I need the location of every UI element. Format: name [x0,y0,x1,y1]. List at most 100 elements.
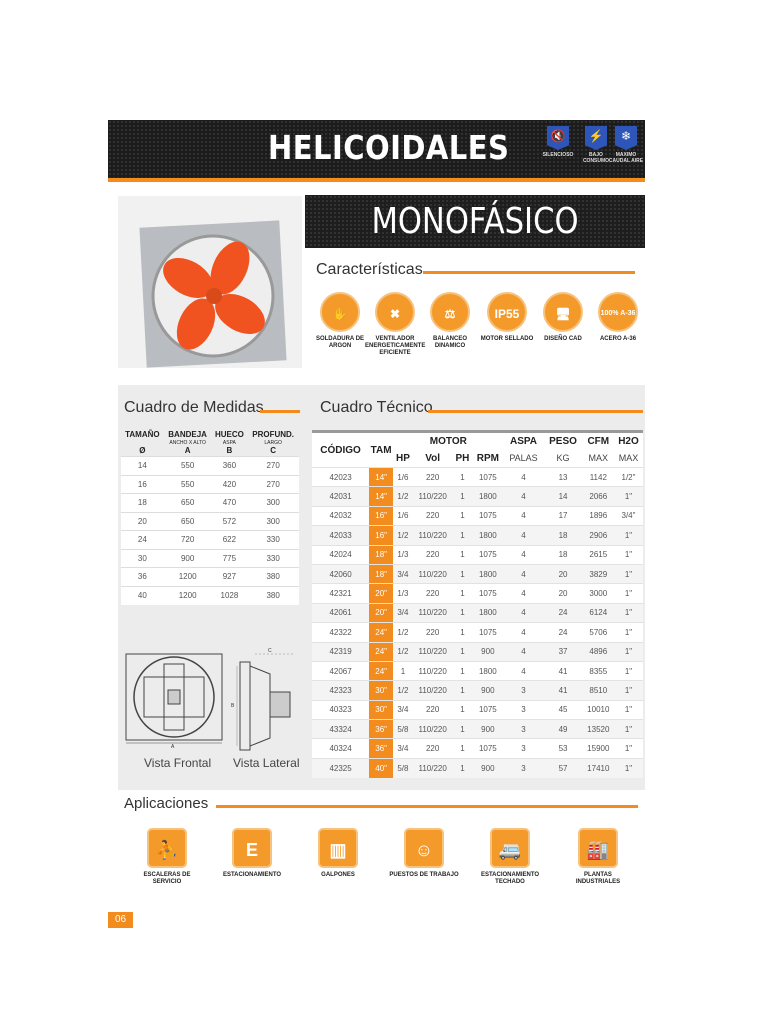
table-cell: 420 [211,474,248,494]
table-cell: 1" [613,602,643,623]
dim-b-label: B [231,703,235,709]
table-cell: 1 [452,583,473,604]
table-cell: 1" [613,563,643,584]
table-cell: 49 [543,719,583,739]
subtitle-banner: MONOFÁSICO [305,195,645,248]
table-cell: 18 [121,493,164,512]
table-cell: 1" [613,680,643,701]
table-cell: 4 [503,544,544,565]
feature-item: IP55 MOTOR SELLADO [477,292,537,343]
table-cell: 110/220 [412,486,453,507]
front-view-drawing [124,652,224,749]
table-cell: 1800 [472,660,504,681]
table-cell: 20" [369,602,394,623]
table-row: 42061 20" 3/4 110/220 1 1800 4 24 6124 1" [312,602,643,623]
table-row: 42032 16" 1/6 220 1 1075 4 17 1896 3/4" [312,505,643,526]
table-cell: 36 [121,567,164,586]
feature-icon: 100% A-36 [598,292,638,332]
table-cell: 4 [503,583,544,604]
table-cell: 1 [452,699,473,720]
table-cell: 1075 [472,583,504,604]
feature-icon: ✋ [320,292,360,332]
table-row: 16 550 420 270 [121,474,299,494]
table-cell: 42060 [312,563,370,584]
table-cell: 4 [503,486,544,507]
application-icon: ☺ [404,828,444,868]
table-cell: 550 [163,474,212,494]
table-cell: 1" [613,738,643,759]
table-cell: 30 [121,548,164,568]
table-cell: 1/2 [393,622,413,643]
table-row: 18 650 470 300 [121,493,299,512]
col-palas: PALAS [509,453,538,464]
table-row: 42319 24" 1/2 110/220 1 900 4 37 4896 1" [312,641,643,662]
table-cell: 3/4 [393,699,413,720]
table-cell: 1/6 [393,466,413,487]
col-tam: TAM [369,430,394,468]
table-cell: 24" [369,622,394,643]
feature-label: BALANCEO DINAMICO [433,336,467,349]
table-cell: 13 [543,466,583,487]
table-cell: 1/2 [393,641,413,662]
table-cell: 42032 [312,505,370,526]
table-row: 42060 18" 3/4 110/220 1 1800 4 20 3829 1" [312,563,643,584]
table-cell: 20 [543,583,583,604]
table-cell: 36" [369,719,394,739]
table-cell: 1 [452,544,473,565]
table-cell: 900 [163,548,212,568]
table-cell: 1" [613,641,643,662]
table-cell: 45 [543,699,583,720]
table-cell: 220 [412,583,453,604]
table-cell: 220 [412,738,453,759]
table-cell: 4 [503,466,544,487]
application-icon: E [232,828,272,868]
table-cell: 1800 [472,486,504,507]
table-cell: 1200 [163,585,212,605]
table-cell: 1 [452,622,473,643]
side-view-drawing [235,652,295,757]
table-cell: 650 [163,511,212,531]
table-cell: 16" [369,525,394,546]
table-cell: 24 [543,602,583,623]
table-cell: 3829 [582,563,614,584]
table-cell: 1 [452,525,473,546]
table-cell: 4 [503,525,544,546]
tecnico-heading: Cuadro Técnico [320,399,433,416]
table-cell: 2906 [582,525,614,546]
table-cell: 53 [543,738,583,759]
table-cell: 5706 [582,622,614,643]
table-cell: 1075 [472,544,504,565]
table-cell: 220 [412,622,453,643]
table-cell: 42061 [312,602,370,623]
application-item: ⛹ ESCALERAS DE SERVICIO [132,828,202,886]
table-cell: 42322 [312,622,370,643]
table-cell: 14 [543,486,583,507]
table-row: 43324 36" 5/8 110/220 1 900 3 49 13520 1" [312,719,643,739]
table-cell: 3000 [582,583,614,604]
table-cell: 900 [472,641,504,662]
table-cell: 3/4 [393,738,413,759]
col-motor: MOTOR [393,430,504,450]
table-cell: 1" [613,525,643,546]
feature-icon: ⚖ [430,292,470,332]
table-cell: 42067 [312,660,370,681]
col-bandeja: BANDEJA ANCHO X ALTO A [168,430,207,455]
table-cell: 1896 [582,505,614,526]
subtitle: MONOFÁSICO [371,201,579,242]
table-cell: 42325 [312,757,370,778]
divider [216,805,638,808]
table-cell: 42323 [312,680,370,701]
feature-label: DISEÑO CAD [544,336,582,342]
table-cell: 220 [412,699,453,720]
table-cell: 4896 [582,641,614,662]
col-cfm: CFM [582,430,614,450]
table-cell: 1 [452,660,473,681]
table-cell: 1 [452,680,473,701]
table-cell: 37 [543,641,583,662]
table-cell: 1075 [472,466,504,487]
table-cell: 36" [369,738,394,759]
table-row: 24 720 622 330 [121,530,299,549]
silent-badge: 🔇 SILENCIOSO [540,126,576,158]
table-cell: 110/220 [412,660,453,681]
table-cell: 900 [472,757,504,778]
